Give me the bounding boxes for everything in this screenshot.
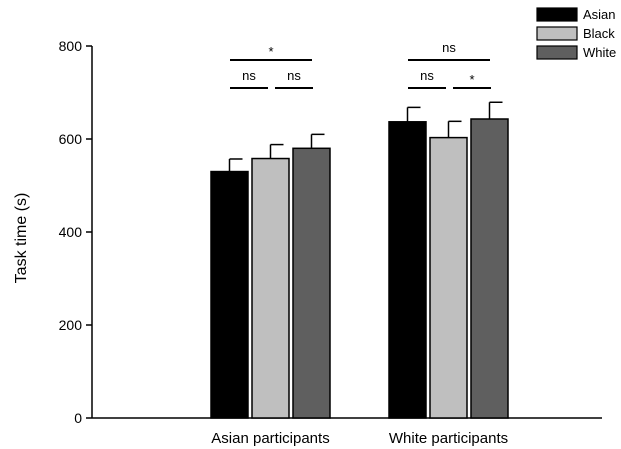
y-axis-label: Task time (s): [13, 193, 30, 284]
legend-swatch: [536, 7, 578, 22]
significance-bracket: *: [230, 44, 312, 61]
legend-item-black: Black: [536, 26, 615, 41]
bar-white-2: [470, 118, 509, 419]
significance-bracket: ns: [275, 68, 313, 89]
y-tick-label: 800: [59, 38, 83, 54]
bar-white-1: [292, 147, 331, 419]
y-tick-label: 600: [59, 131, 83, 147]
significance-label: *: [469, 72, 474, 87]
y-ticks: 0 200 400 600 800: [59, 38, 92, 426]
error-bar-asian-1: [228, 158, 243, 172]
significance-label: *: [268, 44, 273, 59]
legend-swatch: [536, 45, 578, 60]
significance-bracket: ns: [230, 68, 268, 89]
error-bar-white-2: [488, 101, 503, 120]
legend-swatch: [536, 26, 578, 41]
legend: Asian Black White: [536, 7, 616, 60]
error-bar-black-1: [269, 143, 284, 159]
bar-black-2: [429, 136, 468, 419]
y-tick-label: 200: [59, 317, 83, 333]
bar-black-1: [251, 157, 290, 419]
bars: [210, 118, 509, 419]
legend-label: White: [583, 45, 616, 60]
significance-label: ns: [242, 68, 256, 83]
bar-asian-2: [388, 121, 427, 419]
legend-label: Asian: [583, 7, 616, 22]
legend-item-asian: Asian: [536, 7, 616, 22]
significance-bracket: ns: [408, 68, 446, 89]
significance-bracket: ns: [408, 40, 490, 61]
category-label: White participants: [389, 430, 508, 447]
error-bar-white-1: [310, 133, 325, 149]
category-labels: Asian participants White participants: [211, 430, 508, 447]
category-label: Asian participants: [211, 430, 329, 447]
significance-label: ns: [287, 68, 301, 83]
error-bar-asian-2: [406, 106, 421, 122]
axes: 0 200 400 600 800: [59, 38, 602, 426]
legend-label: Black: [583, 26, 615, 41]
error-bars: [228, 101, 503, 172]
bar-asian-1: [210, 170, 249, 419]
y-tick-label: 0: [74, 410, 82, 426]
significance-bracket: *: [453, 72, 491, 89]
significance-label: ns: [442, 40, 456, 55]
error-bar-black-2: [447, 120, 462, 138]
legend-item-white: White: [536, 45, 616, 60]
significance-label: ns: [420, 68, 434, 83]
y-tick-label: 400: [59, 224, 83, 240]
